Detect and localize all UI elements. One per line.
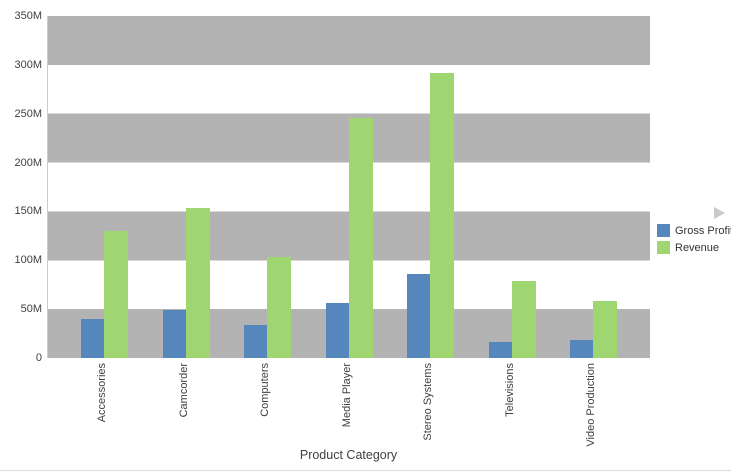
x-category-label: Camcorder [177, 363, 190, 418]
bar-revenue[interactable] [348, 117, 373, 358]
legend-label: Gross Profit [675, 224, 731, 237]
legend-swatch-icon [657, 224, 670, 237]
bar-revenue[interactable] [185, 207, 210, 358]
bottom-divider [0, 470, 731, 471]
x-category-label: Computers [259, 363, 271, 417]
y-tick-label: 250M [14, 107, 42, 120]
bar-revenue[interactable] [267, 257, 291, 358]
legend: Gross Profit Revenue [657, 224, 731, 258]
y-tick-label: 300M [14, 58, 42, 71]
x-category-label: Accessories [96, 363, 108, 423]
y-tick-label: 50M [20, 303, 42, 316]
legend-expander-arrow-icon[interactable] [714, 207, 725, 219]
y-tick-label: 0 [35, 352, 42, 364]
bar-gross-profit[interactable] [570, 340, 593, 358]
legend-label: Revenue [675, 241, 720, 254]
x-category-label: Video Production [585, 363, 597, 447]
bar-gross-profit[interactable] [488, 342, 512, 358]
bar-revenue[interactable] [511, 280, 536, 358]
y-tick-label: 200M [14, 156, 42, 169]
bar-revenue[interactable] [430, 72, 454, 358]
legend-item: Revenue [657, 241, 731, 254]
y-tick-label: 150M [14, 205, 42, 218]
x-axis-title: Product Category [299, 448, 398, 462]
bar-gross-profit[interactable] [325, 303, 349, 358]
x-category-label: Televisions [503, 363, 516, 417]
legend-item: Gross Profit [657, 224, 731, 237]
bar-gross-profit[interactable] [244, 324, 267, 358]
legend-swatch-icon [657, 241, 670, 254]
bar-gross-profit[interactable] [162, 310, 186, 358]
plot-area [47, 16, 650, 358]
x-category-label: Stereo Systems [422, 363, 434, 441]
bar-gross-profit[interactable] [407, 274, 430, 358]
y-tick-label: 350M [14, 10, 42, 22]
bar-revenue[interactable] [593, 301, 617, 358]
y-tick-label: 100M [14, 254, 42, 267]
bar-revenue[interactable] [104, 231, 128, 358]
bar-gross-profit[interactable] [81, 318, 104, 358]
x-category-label: Media Player [340, 363, 353, 428]
